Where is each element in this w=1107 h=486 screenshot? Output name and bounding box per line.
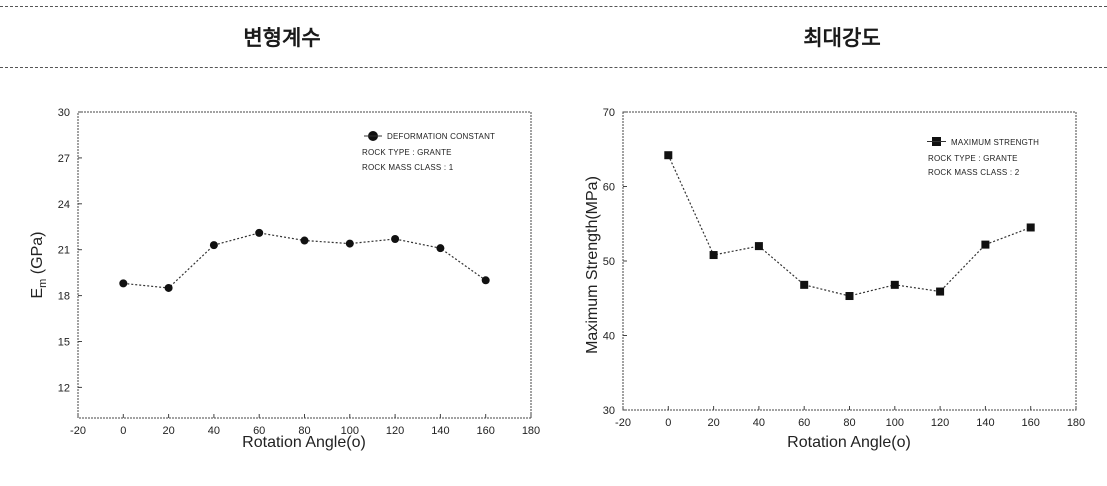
data-point (1026, 223, 1035, 232)
data-point (709, 251, 718, 260)
data-point (391, 234, 400, 243)
data-point (890, 280, 899, 289)
y-tick-label: 60 (603, 182, 615, 194)
x-tick-label: 140 (976, 417, 994, 429)
data-point (345, 239, 354, 248)
y-tick-label: 40 (603, 331, 615, 343)
x-tick-label: 180 (522, 425, 540, 437)
x-tick-label: 60 (798, 417, 810, 429)
y-tick-label: 24 (58, 199, 70, 211)
y-tick-label: 18 (58, 291, 70, 303)
data-point (845, 292, 854, 301)
x-tick-label: 20 (162, 425, 174, 437)
x-tick-label: 140 (431, 425, 449, 437)
y-tick-label: 70 (603, 107, 615, 119)
x-tick-label: 160 (477, 425, 495, 437)
legend: MAXIMUM STRENGTH ROCK TYPE : GRANTE ROCK… (927, 137, 1039, 177)
legend-rock-mass-class: ROCK MASS CLASS : 2 (928, 168, 1020, 177)
x-tick-label: 0 (665, 417, 671, 429)
top-rule (0, 6, 1107, 7)
x-tick-label: 100 (341, 425, 359, 437)
maximum-strength-chart: 30 40 50 60 70 -20 0 20 40 60 80 100 120 140 160 180 R… (584, 107, 1085, 451)
data-point (981, 240, 990, 249)
y-tick-label: 27 (58, 153, 70, 165)
series-line (667, 154, 1031, 297)
x-axis-label: Rotation Angle(o) (242, 434, 366, 451)
x-tick-label: 80 (298, 425, 310, 437)
header-separator-rule (0, 67, 1107, 68)
data-point (664, 151, 673, 160)
deformation-modulus-chart: 12 15 18 21 24 27 30 -20 0 20 40 60 80 100 120 140 160 1… (29, 107, 540, 451)
y-axis-label-unit: (GPa) (29, 232, 46, 279)
legend-rock-type: ROCK TYPE : GRANTE (362, 148, 452, 157)
data-point (164, 283, 173, 292)
x-tick-label: 120 (386, 425, 404, 437)
legend-series-label: DEFORMATION CONSTANT (387, 132, 495, 141)
legend-rock-type: ROCK TYPE : GRANTE (928, 154, 1018, 163)
x-tick-label: 40 (753, 417, 765, 429)
y-axis-label-subscript: m (37, 279, 49, 288)
x-tick-label: 60 (253, 425, 265, 437)
y-axis-label: Em (GPa) (29, 232, 49, 299)
y-tick-label: 21 (58, 245, 70, 257)
data-point (209, 241, 218, 250)
y-tick-label: 12 (58, 382, 70, 394)
x-tick-label: 100 (886, 417, 904, 429)
x-tick-label: -20 (70, 425, 86, 437)
legend: DEFORMATION CONSTANT ROCK TYPE : GRANTE … (362, 131, 495, 172)
data-point (936, 287, 945, 296)
y-tick-label: 30 (58, 107, 70, 119)
legend-series-label: MAXIMUM STRENGTH (951, 138, 1039, 147)
x-tick-label: -20 (615, 417, 631, 429)
data-point (800, 280, 809, 289)
header-deformation: 변형계수 (243, 26, 321, 50)
data-point (300, 236, 309, 245)
data-point (754, 242, 763, 251)
y-tick-label: 30 (603, 405, 615, 417)
header-max-strength: 최대강도 (803, 26, 881, 50)
y-tick-label: 15 (58, 337, 70, 349)
data-point (436, 244, 445, 253)
data-point (119, 279, 128, 288)
x-tick-label: 120 (931, 417, 949, 429)
plot-frame (77, 111, 532, 419)
x-tick-label: 40 (208, 425, 220, 437)
x-tick-label: 80 (843, 417, 855, 429)
x-tick-label: 0 (120, 425, 126, 437)
data-point (481, 276, 490, 285)
y-axis-label-main: E (29, 288, 46, 299)
y-tick-label: 50 (603, 256, 615, 268)
x-tick-label: 180 (1067, 417, 1085, 429)
x-axis-label: Rotation Angle(o) (787, 434, 911, 451)
x-tick-label: 20 (707, 417, 719, 429)
legend-rock-mass-class: ROCK MASS CLASS : 1 (362, 163, 454, 172)
data-point (255, 228, 264, 237)
x-tick-label: 160 (1022, 417, 1040, 429)
y-axis-label: Maximum Strength(MPa) (584, 176, 601, 354)
